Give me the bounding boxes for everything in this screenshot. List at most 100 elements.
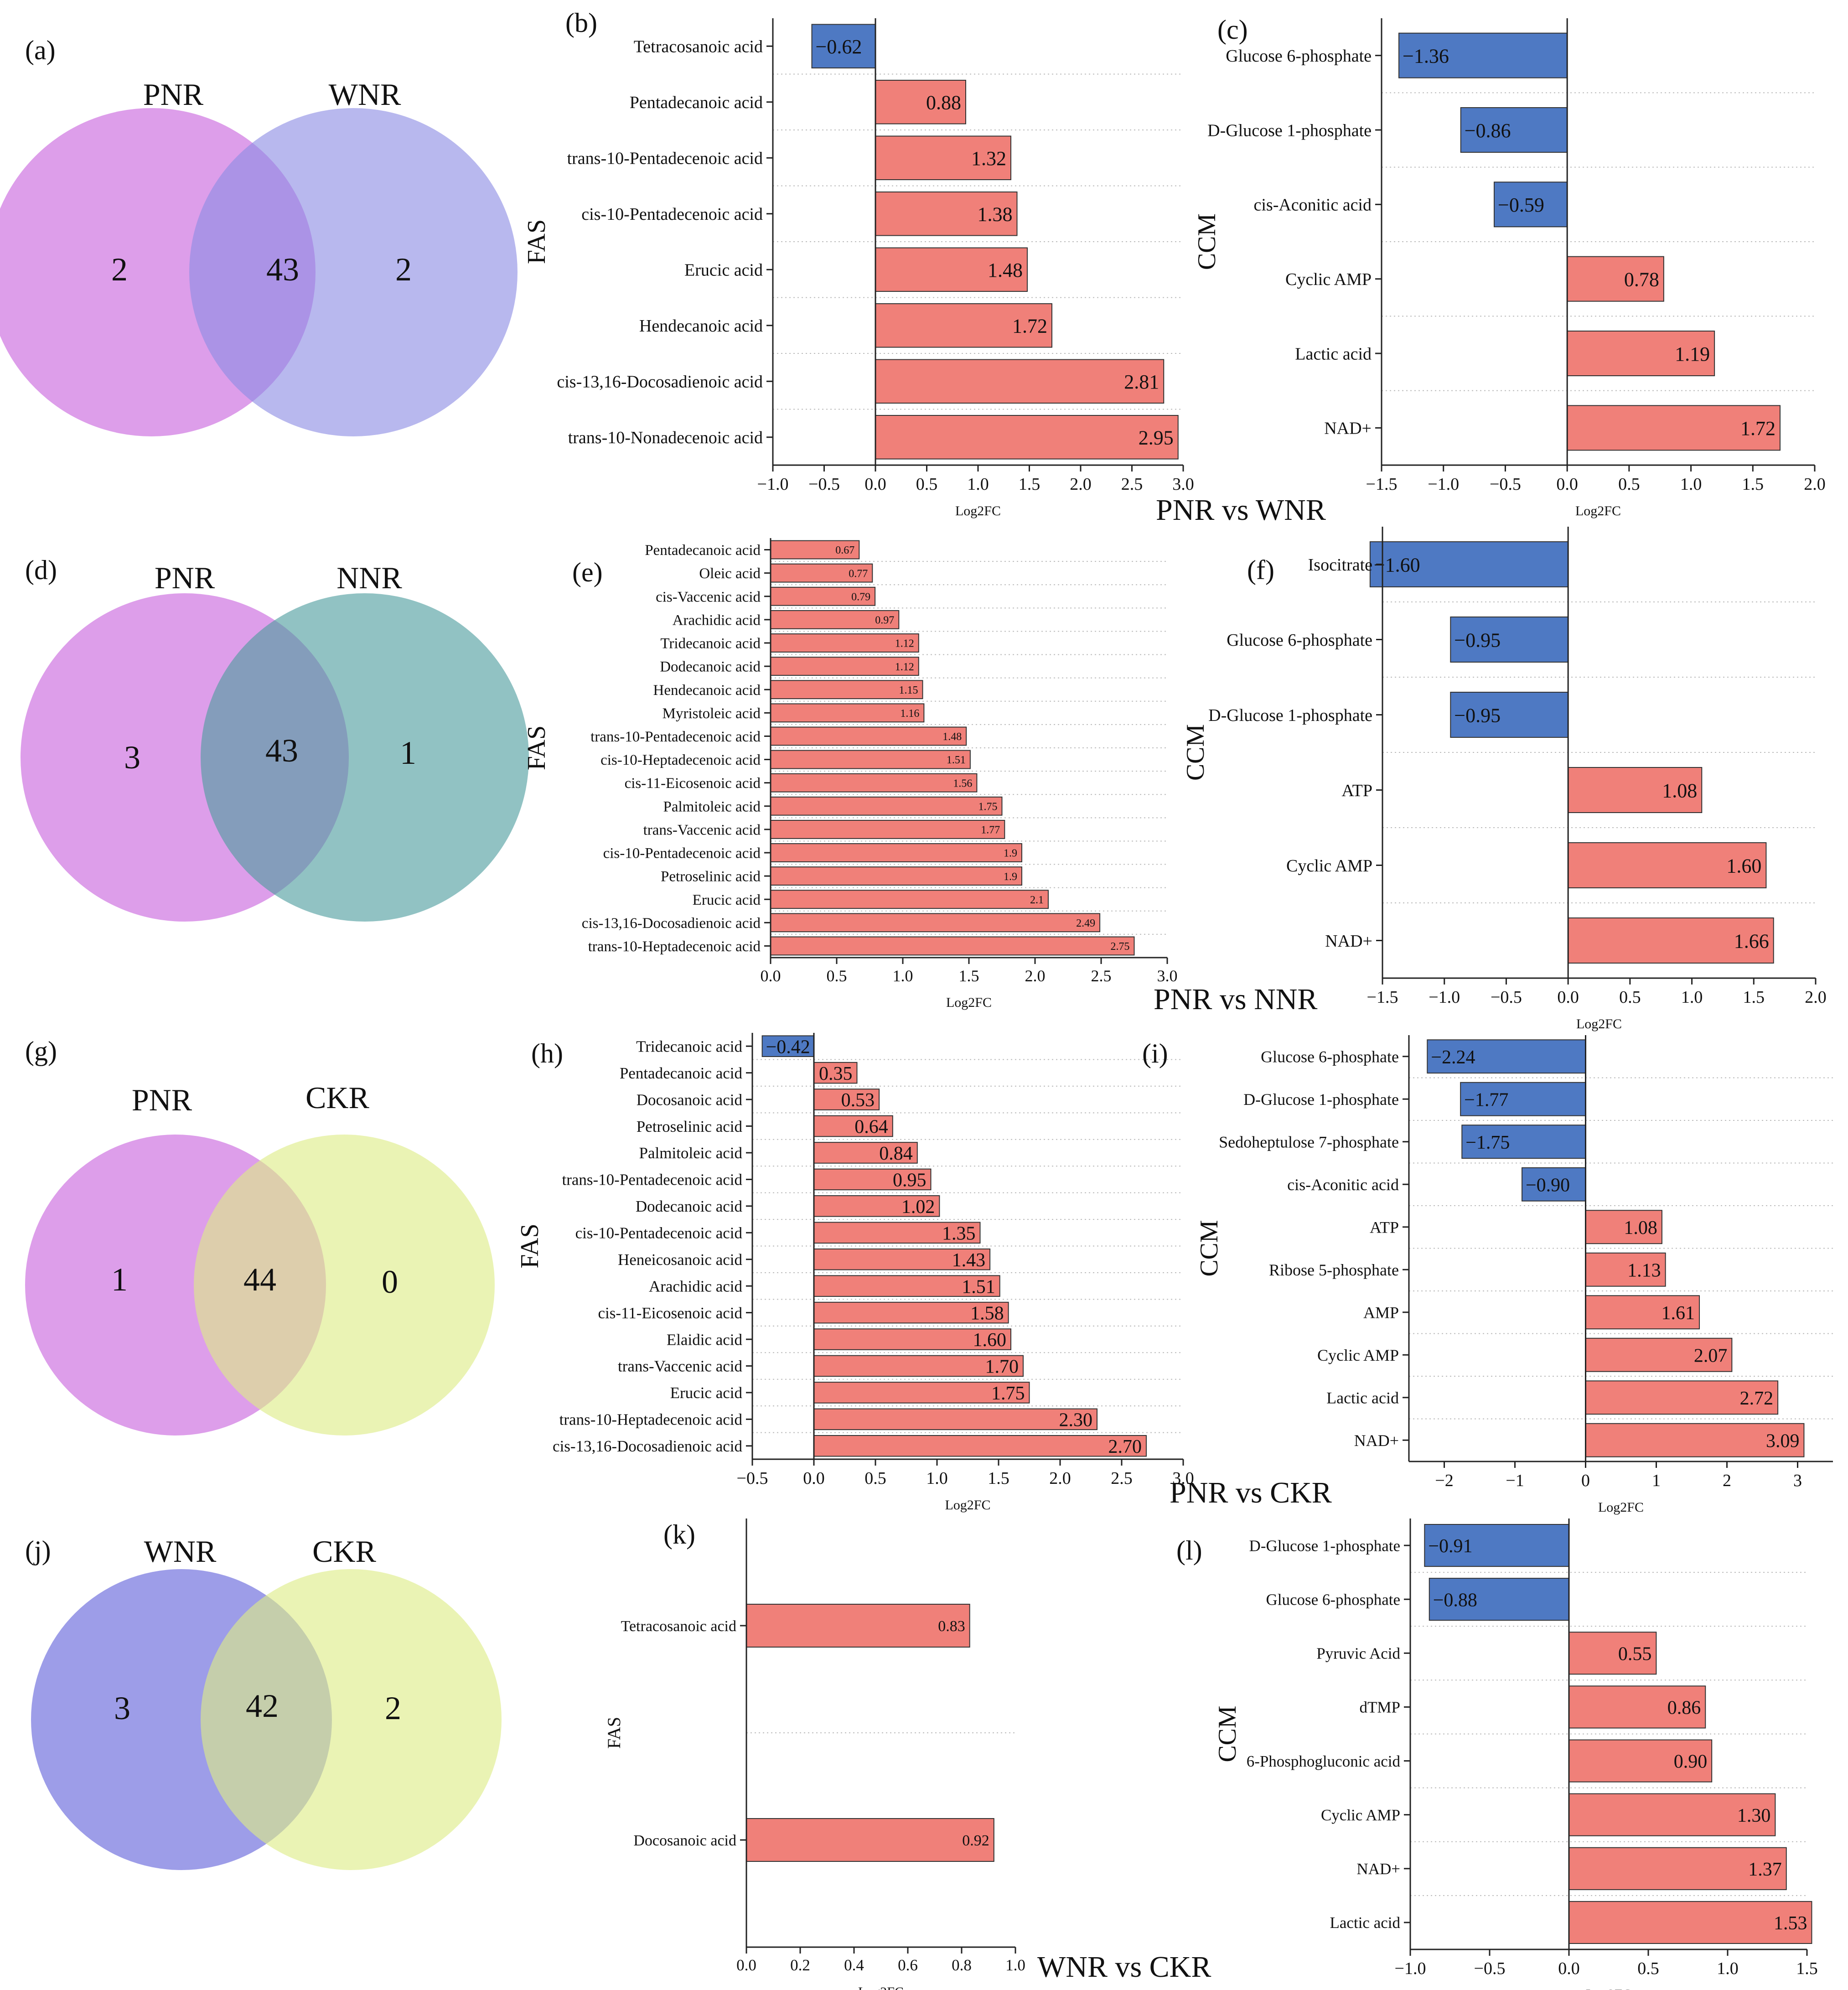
category-label: Palmitoleic acid (639, 1144, 743, 1162)
panel-label-h: (h) (531, 1038, 563, 1068)
bar-value-label: 0.83 (938, 1618, 965, 1635)
x-tick-label: 1.0 (1005, 1956, 1025, 1974)
x-tick-label: 0.0 (1556, 475, 1578, 494)
x-axis-title: Log2FC (945, 1498, 990, 1513)
x-tick-label: 1.0 (1717, 1959, 1739, 1978)
y-axis-title: FAS (516, 1223, 544, 1268)
bar-value-label: 2.95 (1139, 427, 1174, 449)
panel-label-i: (i) (1142, 1038, 1168, 1068)
category-label: Arachidic acid (673, 612, 761, 628)
category-label: Erucic acid (670, 1384, 743, 1402)
bar-value-label: 3.09 (1766, 1430, 1800, 1451)
bar-value-label: 0.35 (819, 1063, 853, 1084)
bar-f-5 (1568, 842, 1767, 888)
bar-value-label: 0.88 (926, 92, 961, 114)
category-label: cis-Vaccenic acid (656, 589, 761, 605)
category-label: Glucose 6-phosphate (1227, 631, 1372, 650)
bar-value-label: −0.59 (1498, 194, 1544, 216)
bar-value-label: −0.91 (1428, 1536, 1472, 1557)
bar-c-4 (1567, 256, 1664, 302)
bar-l-3 (1568, 1632, 1657, 1675)
bar-value-label: 2.30 (1059, 1410, 1093, 1430)
category-label: D-Glucose 1-phosphate (1249, 1537, 1400, 1555)
category-label: Tetracosanoic acid (634, 37, 763, 57)
x-tick-label: 0.2 (790, 1956, 810, 1974)
x-tick-label: 1.0 (1681, 988, 1703, 1007)
x-tick-label: −0.5 (1491, 988, 1522, 1007)
bar-value-label: 1.72 (1012, 315, 1047, 337)
bar-h-16 (813, 1435, 1147, 1457)
venn-d-left-name: PNR (155, 560, 215, 595)
bar-e-13 (770, 819, 1005, 839)
bar-value-label: 1.02 (901, 1197, 935, 1218)
category-label: Tridecanoic acid (636, 1037, 742, 1055)
bar-l-7 (1568, 1847, 1787, 1890)
bar-value-label: 0.97 (875, 615, 894, 627)
bar-e-10 (770, 750, 971, 769)
category-label: Docosanoic acid (633, 1832, 736, 1849)
bar-b-6 (875, 303, 1052, 348)
category-label: cis-11-Eicosenoic acid (598, 1304, 743, 1322)
category-label: 6-Phosphogluconic acid (1247, 1752, 1401, 1770)
x-axis-title: Log2FC (955, 503, 1001, 518)
category-label: Petroselinic acid (661, 869, 761, 885)
x-tick-label: 1.5 (1743, 988, 1765, 1007)
venn-g-left-name: PNR (132, 1083, 192, 1117)
bar-e-6 (770, 657, 919, 676)
bar-value-label: 1.08 (1624, 1218, 1657, 1239)
bar-value-label: 1.66 (1734, 930, 1769, 952)
venn-j-left-only: 3 (114, 1690, 130, 1726)
comparison-label-pnr-vs-wnr: PNR vs WNR (1156, 493, 1326, 527)
venn-j-shared: 42 (246, 1688, 279, 1724)
bar-value-label: 1.48 (942, 731, 962, 743)
category-label: Docosanoic acid (637, 1091, 743, 1109)
category-label: Erucic acid (693, 892, 761, 908)
x-tick-label: 1.0 (967, 475, 989, 494)
bar-value-label: 1.12 (895, 638, 914, 650)
bar-chart-e: (e) 0.67 Pentadecanoic acid 0.77 Oleic acid 0… (523, 538, 1178, 1010)
category-label: Glucose 6-phosphate (1266, 1591, 1400, 1608)
bar-h-12 (813, 1328, 1011, 1350)
bar-k-1 (746, 1604, 970, 1648)
bar-value-label: −0.86 (1465, 119, 1511, 142)
x-axis-title: Log2FC (1586, 1987, 1631, 1990)
bar-value-label: −1.75 (1465, 1132, 1510, 1153)
bar-value-label: 1.30 (1737, 1805, 1771, 1826)
bar-b-4 (875, 191, 1018, 236)
bar-value-label: 2.72 (1740, 1388, 1774, 1409)
bar-value-label: 1.32 (971, 147, 1006, 170)
x-tick-label: −1.5 (1367, 988, 1398, 1007)
category-label: Pentadecanoic acid (630, 93, 763, 112)
x-axis-title: Log2FC (858, 1985, 904, 1990)
venn-d-right-name: NNR (336, 560, 402, 595)
bar-value-label: 1.75 (991, 1383, 1025, 1404)
x-tick-label: −1 (1506, 1471, 1524, 1490)
category-label: trans-Vaccenic acid (643, 822, 761, 838)
category-label: Hendecanoic acid (653, 682, 761, 699)
category-label: Oleic acid (699, 565, 761, 582)
bar-value-label: 0.95 (893, 1170, 927, 1191)
bar-value-label: 1.51 (947, 754, 966, 766)
x-axis-title: Log2FC (946, 995, 992, 1010)
bar-i-7 (1585, 1295, 1700, 1330)
bar-h-6 (813, 1168, 932, 1191)
venn-g-right-only: 0 (382, 1264, 398, 1300)
bar-l-2 (1429, 1578, 1569, 1621)
bar-c-1 (1398, 32, 1568, 78)
x-tick-label: 0.0 (803, 1469, 825, 1488)
bar-value-label: 0.79 (851, 591, 870, 603)
bar-value-label: 0.92 (962, 1832, 989, 1849)
bar-k-2 (746, 1818, 994, 1862)
x-tick-label: −0.5 (808, 475, 840, 494)
venn-j-right-name: CKR (312, 1534, 376, 1569)
x-tick-label: 0.5 (1637, 1959, 1659, 1978)
x-tick-label: 1.5 (1742, 475, 1764, 494)
category-label: Lactic acid (1295, 344, 1372, 363)
bar-f-3 (1450, 692, 1569, 738)
comparison-label-wnr-vs-ckr: WNR vs CKR (1037, 1950, 1211, 1984)
bar-chart-b: (b) −0.62 Tetracosanoic acid 0.88 Pentadecan… (523, 8, 1194, 518)
bar-value-label: 1.56 (953, 777, 972, 789)
panel-label-a: (a) (25, 35, 56, 65)
x-tick-label: −1.5 (1366, 475, 1398, 494)
bar-value-label: 0.64 (854, 1117, 888, 1138)
